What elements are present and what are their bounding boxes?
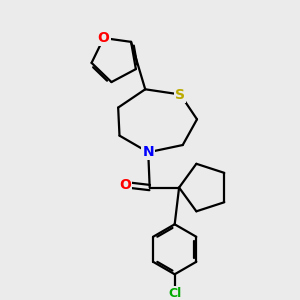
Text: O: O [98,31,109,45]
Text: Cl: Cl [168,287,181,300]
Text: O: O [119,178,131,192]
Text: N: N [142,145,154,159]
Text: S: S [175,88,185,101]
